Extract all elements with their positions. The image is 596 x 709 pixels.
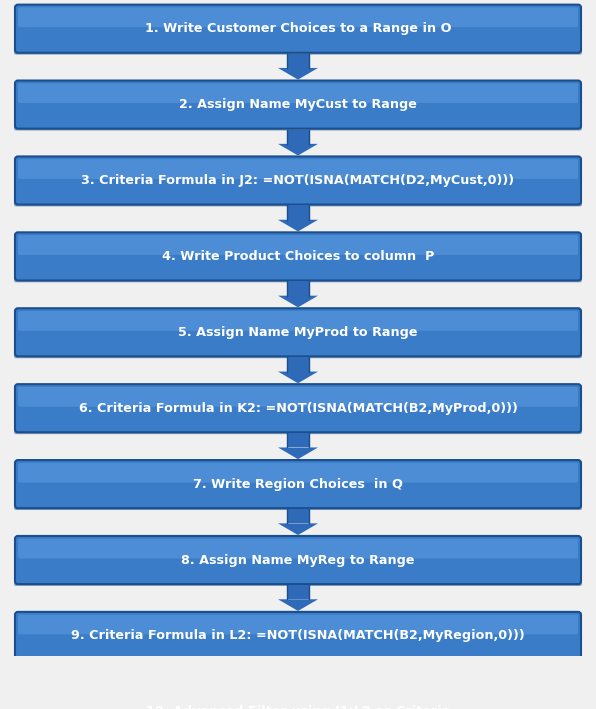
FancyBboxPatch shape	[287, 585, 309, 599]
Polygon shape	[278, 68, 318, 79]
FancyBboxPatch shape	[14, 615, 582, 662]
Text: 5. Assign Name MyProd to Range: 5. Assign Name MyProd to Range	[178, 326, 418, 339]
FancyBboxPatch shape	[15, 157, 581, 205]
FancyBboxPatch shape	[15, 81, 581, 128]
FancyBboxPatch shape	[15, 308, 581, 357]
FancyBboxPatch shape	[15, 384, 581, 432]
FancyBboxPatch shape	[14, 463, 582, 510]
Text: 10. Advanced Filter using J1:L2 as Criteria: 10. Advanced Filter using J1:L2 as Crite…	[146, 705, 450, 709]
Text: 7. Write Region Choices  in Q: 7. Write Region Choices in Q	[193, 478, 403, 491]
Polygon shape	[278, 296, 318, 307]
Text: 6. Criteria Formula in K2: =NOT(ISNA(MATCH(B2,MyProd,0))): 6. Criteria Formula in K2: =NOT(ISNA(MAT…	[79, 402, 517, 415]
Polygon shape	[278, 372, 318, 384]
FancyBboxPatch shape	[18, 7, 578, 27]
FancyBboxPatch shape	[15, 460, 581, 508]
FancyBboxPatch shape	[18, 160, 578, 179]
FancyBboxPatch shape	[14, 691, 582, 709]
Polygon shape	[278, 447, 318, 459]
Polygon shape	[278, 523, 318, 535]
FancyBboxPatch shape	[18, 615, 578, 635]
FancyBboxPatch shape	[18, 691, 578, 709]
FancyBboxPatch shape	[287, 433, 309, 447]
FancyBboxPatch shape	[287, 54, 309, 68]
FancyBboxPatch shape	[287, 509, 309, 523]
Text: 9. Criteria Formula in L2: =NOT(ISNA(MATCH(B2,MyRegion,0))): 9. Criteria Formula in L2: =NOT(ISNA(MAT…	[71, 630, 525, 642]
FancyBboxPatch shape	[18, 84, 578, 103]
FancyBboxPatch shape	[287, 130, 309, 144]
FancyBboxPatch shape	[15, 612, 581, 660]
FancyBboxPatch shape	[287, 281, 309, 296]
FancyBboxPatch shape	[18, 387, 578, 407]
FancyBboxPatch shape	[287, 206, 309, 220]
Text: 4. Write Product Choices to column  P: 4. Write Product Choices to column P	[162, 250, 434, 263]
FancyBboxPatch shape	[18, 539, 578, 559]
FancyBboxPatch shape	[15, 5, 581, 52]
FancyBboxPatch shape	[15, 688, 581, 709]
FancyBboxPatch shape	[14, 387, 582, 434]
FancyBboxPatch shape	[14, 84, 582, 130]
Polygon shape	[278, 220, 318, 231]
FancyBboxPatch shape	[14, 7, 582, 55]
FancyBboxPatch shape	[14, 311, 582, 358]
FancyBboxPatch shape	[18, 463, 578, 483]
Polygon shape	[278, 144, 318, 155]
Text: 1. Write Customer Choices to a Range in O: 1. Write Customer Choices to a Range in …	[145, 22, 451, 35]
Text: 3. Criteria Formula in J2: =NOT(ISNA(MATCH(D2,MyCust,0))): 3. Criteria Formula in J2: =NOT(ISNA(MAT…	[82, 174, 514, 187]
Text: 2. Assign Name MyCust to Range: 2. Assign Name MyCust to Range	[179, 98, 417, 111]
FancyBboxPatch shape	[15, 233, 581, 281]
FancyBboxPatch shape	[14, 160, 582, 206]
Text: 8. Assign Name MyReg to Range: 8. Assign Name MyReg to Range	[181, 554, 415, 566]
FancyBboxPatch shape	[287, 357, 309, 372]
FancyBboxPatch shape	[14, 539, 582, 586]
FancyBboxPatch shape	[287, 661, 309, 675]
FancyBboxPatch shape	[14, 235, 582, 282]
Polygon shape	[278, 599, 318, 611]
FancyBboxPatch shape	[18, 235, 578, 255]
FancyBboxPatch shape	[15, 536, 581, 584]
FancyBboxPatch shape	[18, 311, 578, 331]
Polygon shape	[278, 675, 318, 687]
